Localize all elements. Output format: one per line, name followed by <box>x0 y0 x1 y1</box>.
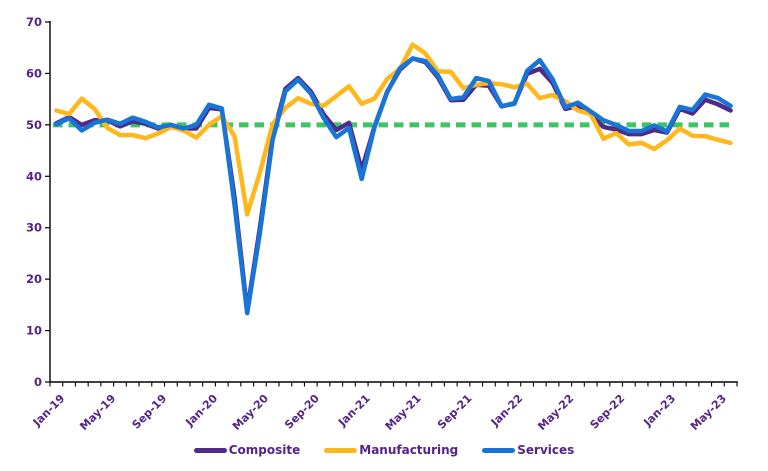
series-line-composite <box>54 56 733 314</box>
services-line-swatch <box>482 447 516 453</box>
y-tick-label: 30 <box>26 221 42 235</box>
x-tick-label: Jan-23 <box>641 392 679 430</box>
y-tick-label: 20 <box>26 272 42 286</box>
y-tick-label: 60 <box>26 66 42 80</box>
x-tick-label: May-23 <box>688 392 729 433</box>
x-tick-label: May-21 <box>383 392 424 433</box>
legend-label-composite: Composite <box>228 443 301 457</box>
y-tick-label: 50 <box>26 118 42 132</box>
y-tick-label: 40 <box>26 169 42 183</box>
x-tick-label: Sep-21 <box>435 392 475 432</box>
manufacturing-line-swatch <box>324 447 358 453</box>
legend-item-manufacturing: Manufacturing <box>324 443 458 457</box>
x-tick-label: Jan-19 <box>30 392 68 430</box>
x-tick-label: May-22 <box>535 392 576 433</box>
y-tick-label: 10 <box>26 324 42 338</box>
y-tick-label: 0 <box>34 375 42 389</box>
x-tick-label: Jan-20 <box>183 392 221 430</box>
series-line-manufacturing <box>54 42 733 217</box>
x-tick-label: May-20 <box>230 392 271 433</box>
series-line-services <box>54 56 733 316</box>
x-tick-label: Sep-22 <box>588 392 628 432</box>
y-tick-label: 70 <box>26 15 42 29</box>
x-tick-label: Jan-21 <box>335 392 373 430</box>
composite-line-swatch <box>193 447 227 453</box>
legend-item-services: Services <box>482 443 574 457</box>
legend-label-manufacturing: Manufacturing <box>359 443 459 457</box>
x-tick-label: Jan-22 <box>488 392 526 430</box>
x-tick-label: Sep-19 <box>130 392 170 432</box>
x-tick-label: Sep-20 <box>282 392 322 432</box>
x-tick-label: May-19 <box>77 392 118 433</box>
legend: Composite Manufacturing Services <box>0 443 768 457</box>
legend-item-composite: Composite <box>193 443 301 457</box>
legend-label-services: Services <box>517 443 575 457</box>
